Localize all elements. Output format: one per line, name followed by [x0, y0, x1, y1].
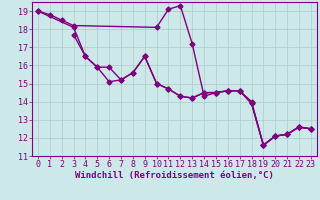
X-axis label: Windchill (Refroidissement éolien,°C): Windchill (Refroidissement éolien,°C) — [75, 171, 274, 180]
